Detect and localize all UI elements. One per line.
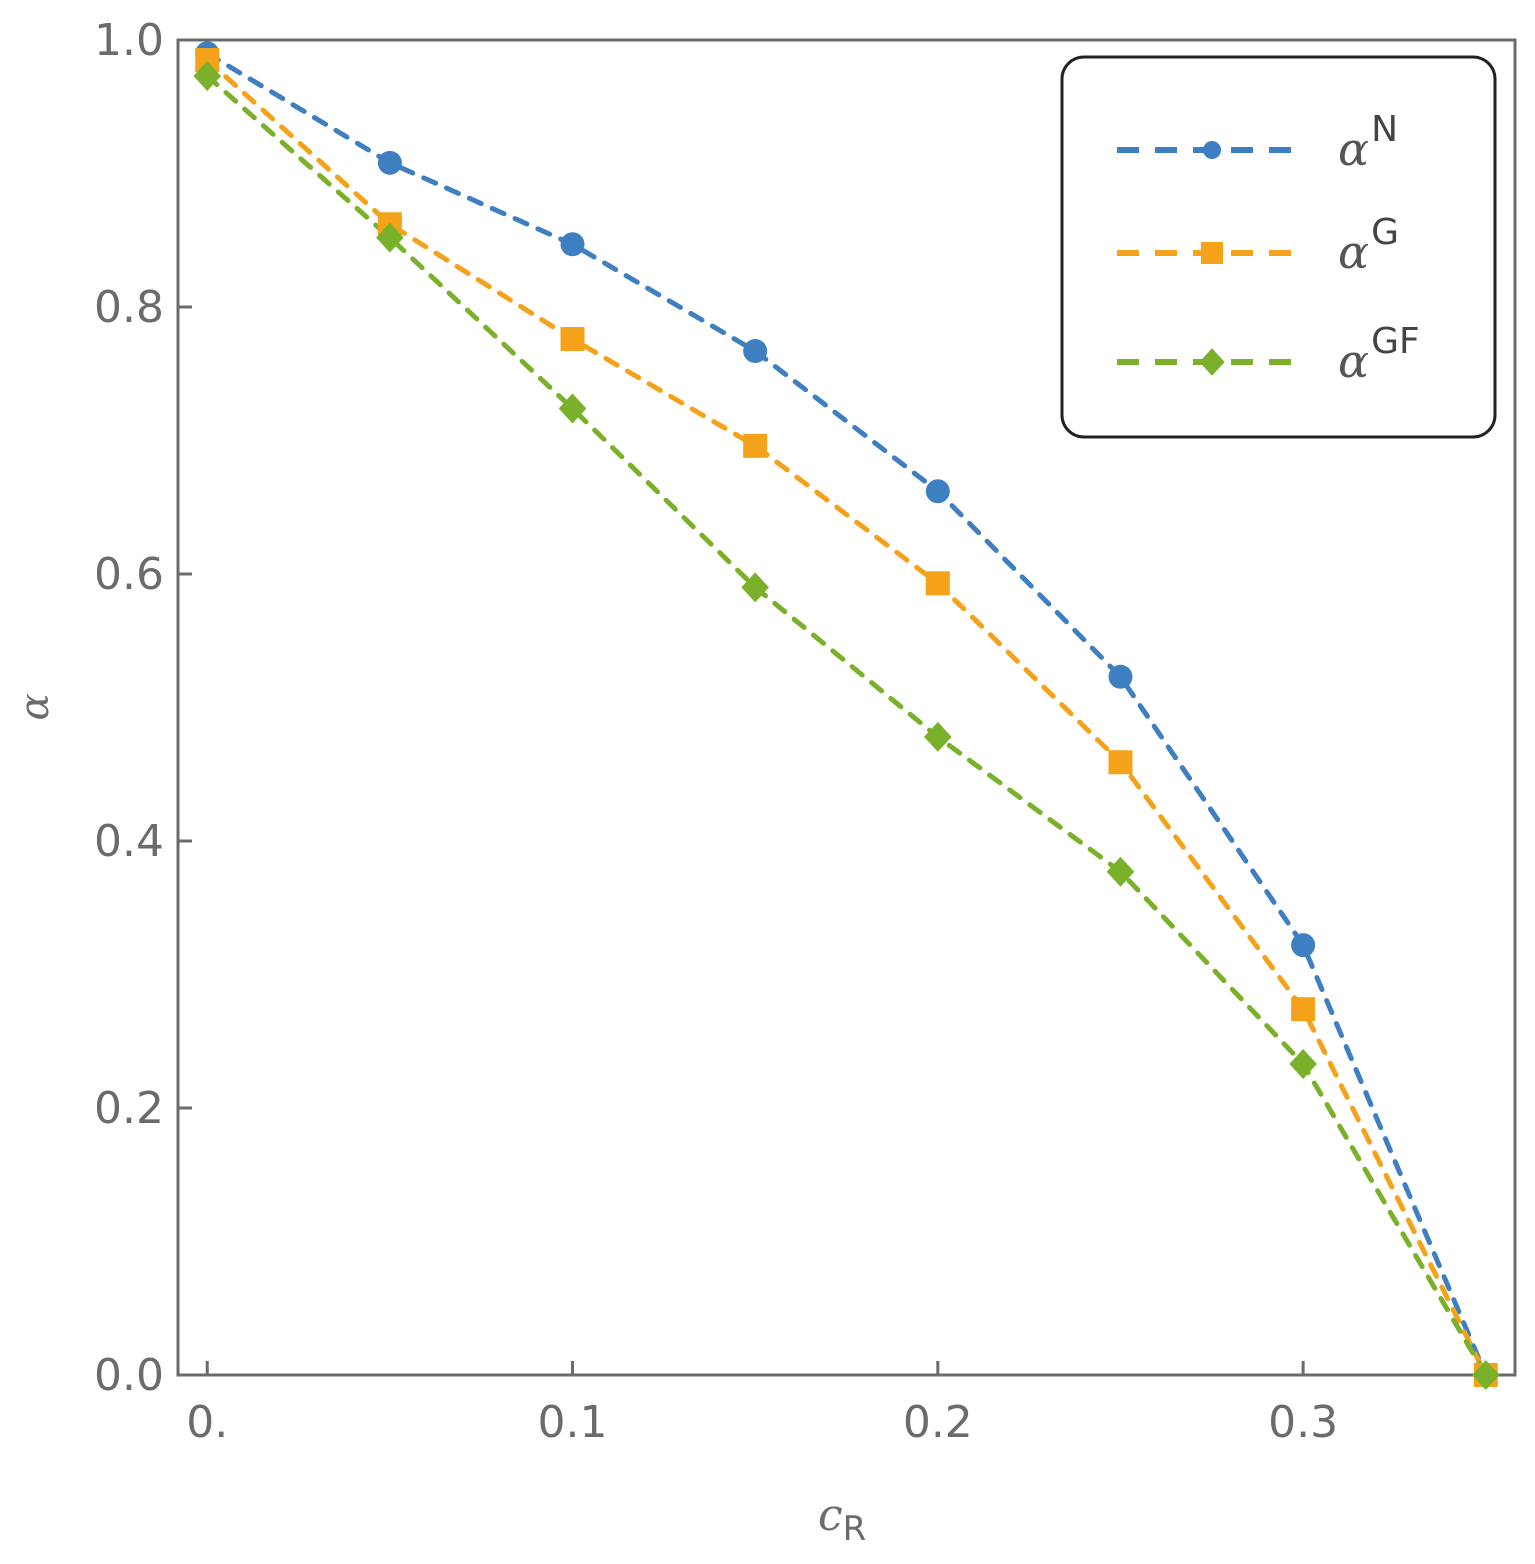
data-point-gf xyxy=(558,393,587,424)
data-point-g xyxy=(1291,997,1316,1022)
x-axis-label-main: c xyxy=(818,1490,843,1541)
y-tick-label: 0.2 xyxy=(94,1083,164,1134)
y-tick-label: 1.0 xyxy=(94,15,164,66)
data-point-g xyxy=(560,327,585,352)
legend-label-main: α xyxy=(1338,334,1369,388)
data-point-n xyxy=(1108,664,1133,689)
series-markers xyxy=(193,41,1500,1390)
data-point-g xyxy=(1108,750,1133,775)
x-axis-label: cR xyxy=(818,1490,866,1549)
legend-box xyxy=(1060,55,1497,439)
legend-marker xyxy=(1201,242,1223,264)
data-point-gf xyxy=(193,61,222,92)
data-point-gf xyxy=(1289,1048,1317,1079)
legend-label-superscript: N xyxy=(1371,109,1398,150)
legend-label-superscript: G xyxy=(1371,212,1399,253)
legend-label-superscript: GF xyxy=(1371,321,1420,362)
data-point-n xyxy=(925,479,950,504)
data-point-n xyxy=(743,339,768,364)
x-axis-ticks: 0. 0.1 0.2 0.3 xyxy=(186,1361,1338,1448)
data-point-gf xyxy=(376,222,404,253)
x-tick-label: 0.1 xyxy=(538,1397,608,1448)
data-point-gf xyxy=(741,572,769,603)
data-point-n xyxy=(560,232,585,257)
data-point-gf xyxy=(1471,1360,1500,1390)
legend-marker xyxy=(1199,348,1225,376)
x-axis-label-subscript: R xyxy=(843,1509,867,1549)
y-axis-label: α xyxy=(12,693,58,720)
legend-label-main: α xyxy=(1338,225,1369,279)
legend-entry-gf: αGF xyxy=(1117,321,1420,388)
legend-label: αN xyxy=(1338,109,1398,176)
data-point-g xyxy=(925,571,950,596)
legend-entry-g: αG xyxy=(1117,212,1399,279)
plot-frame xyxy=(176,38,1517,1377)
legend-label-main: α xyxy=(1338,122,1369,176)
x-tick-label: 0.2 xyxy=(903,1397,973,1448)
legend-entry-n: αN xyxy=(1117,109,1398,176)
legend-label: αGF xyxy=(1338,321,1420,388)
legend-marker xyxy=(1203,141,1221,159)
data-point-n xyxy=(377,150,402,175)
x-tick-label: 0. xyxy=(186,1397,228,1448)
x-tick-label: 0.3 xyxy=(1268,1397,1338,1448)
y-tick-label: 0.0 xyxy=(94,1350,164,1401)
data-point-gf xyxy=(924,721,952,752)
legend-label: αG xyxy=(1338,212,1399,279)
data-point-gf xyxy=(1106,856,1135,887)
y-tick-label: 0.6 xyxy=(94,549,164,600)
data-point-n xyxy=(1291,933,1316,958)
y-axis-ticks: 0.0 0.2 0.4 0.6 0.8 1.0 xyxy=(94,15,192,1401)
y-tick-label: 0.8 xyxy=(94,282,164,333)
series-lines xyxy=(204,50,1489,1378)
data-point-g xyxy=(743,433,768,458)
series-line-gf xyxy=(204,73,1489,1378)
y-tick-label: 0.4 xyxy=(94,816,164,867)
series-line-g xyxy=(204,57,1489,1378)
series-line-n xyxy=(204,50,1489,1378)
